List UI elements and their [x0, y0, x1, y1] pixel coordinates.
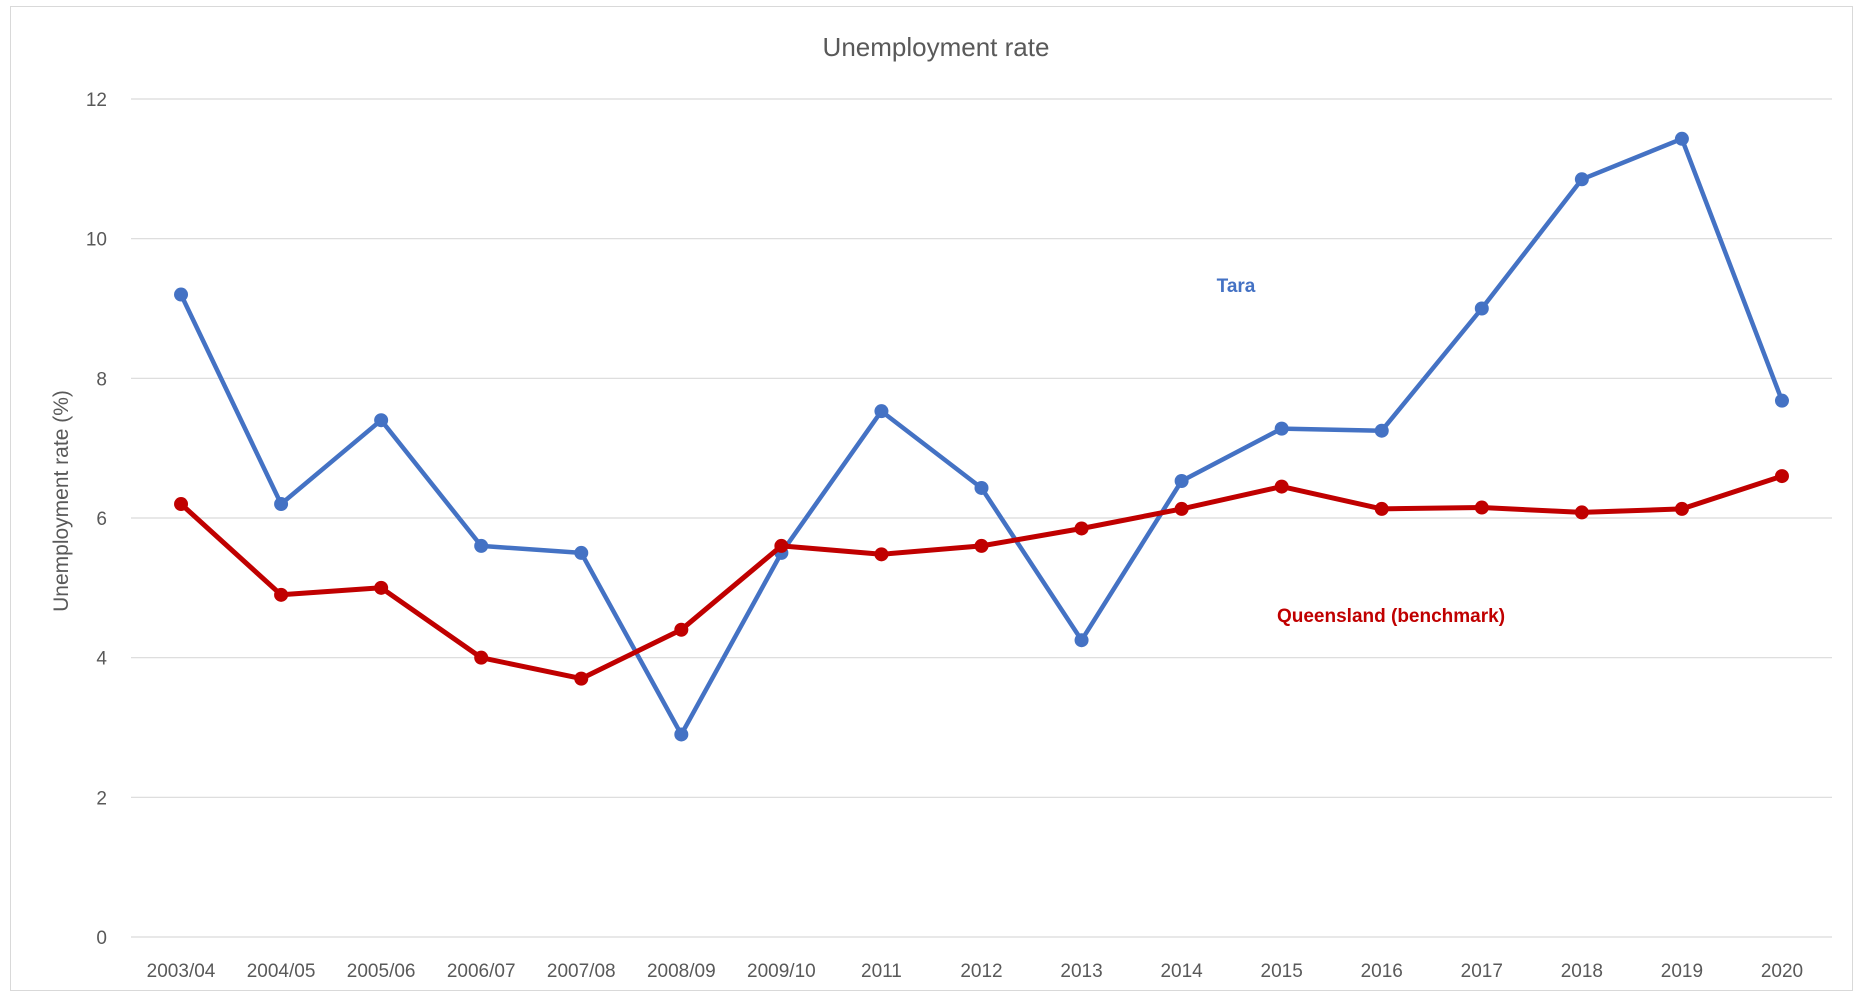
y-tick-label: 6: [96, 509, 107, 530]
series-label-tara: Tara: [1217, 276, 1256, 297]
data-point: [1074, 633, 1089, 648]
series-queensland: [174, 469, 1789, 686]
x-tick-label: 2006/07: [447, 961, 516, 982]
chart-frame: [10, 6, 1853, 991]
data-point: [874, 404, 889, 419]
data-point: [1374, 423, 1389, 438]
series-layer: [174, 131, 1789, 742]
data-point: [574, 545, 589, 560]
x-tick-label: 2013: [1060, 961, 1102, 982]
series-tara: [174, 131, 1789, 742]
data-point: [1474, 500, 1489, 515]
x-axis-ticks: 2003/04 2004/05 2005/06 2006/07 2007/08 2008/…: [147, 961, 1803, 982]
y-tick-label: 10: [86, 230, 107, 251]
y-tick-label: 12: [86, 90, 107, 111]
x-tick-label: 2007/08: [547, 961, 616, 982]
x-tick-label: 2014: [1160, 961, 1203, 982]
x-tick-label: 2017: [1461, 961, 1503, 982]
x-tick-label: 2008/09: [647, 961, 716, 982]
data-point: [174, 497, 189, 512]
data-point: [774, 538, 789, 553]
x-tick-label: 2020: [1761, 961, 1803, 982]
data-point: [1274, 479, 1289, 494]
data-point: [1274, 421, 1289, 436]
gridlines: [131, 98, 1832, 938]
data-point: [1574, 172, 1589, 187]
x-tick-label: 2003/04: [147, 961, 216, 982]
y-tick-label: 0: [96, 928, 107, 949]
data-point: [374, 413, 389, 428]
data-point: [574, 671, 589, 686]
data-point: [1774, 469, 1789, 484]
data-point: [474, 650, 489, 665]
x-tick-label: 2018: [1561, 961, 1603, 982]
series-label-queensland: Queensland (benchmark): [1277, 606, 1505, 627]
data-point: [674, 727, 689, 742]
data-point: [374, 580, 389, 595]
series-line: [178, 136, 1785, 737]
x-tick-label: 2015: [1261, 961, 1303, 982]
x-tick-label: 2004/05: [247, 961, 316, 982]
data-point: [1174, 501, 1189, 516]
data-point: [874, 547, 889, 562]
data-point: [474, 538, 489, 553]
data-point: [1574, 505, 1589, 520]
chart-title: Unemployment rate: [823, 32, 1050, 62]
data-point: [1174, 473, 1189, 488]
y-tick-label: 2: [96, 788, 107, 809]
data-point: [974, 480, 989, 495]
data-point: [1074, 521, 1089, 536]
y-tick-label: 4: [96, 649, 107, 670]
data-point: [1374, 501, 1389, 516]
y-tick-label: 8: [96, 369, 107, 390]
data-point: [1474, 301, 1489, 316]
x-tick-label: 2016: [1361, 961, 1403, 982]
data-point: [274, 497, 289, 512]
data-point: [174, 287, 189, 302]
data-point: [1674, 131, 1689, 146]
y-axis-ticks: 0 2 4 6 8 10 12: [86, 90, 108, 949]
y-axis-title: Unemployment rate (%): [50, 390, 73, 612]
x-tick-label: 2011: [861, 961, 902, 982]
x-tick-label: 2012: [960, 961, 1002, 982]
data-point: [1774, 393, 1789, 408]
data-point: [674, 622, 689, 637]
data-point: [1674, 501, 1689, 516]
x-tick-label: 2005/06: [347, 961, 416, 982]
data-point: [274, 587, 289, 602]
series-line: [178, 473, 1785, 682]
x-tick-label: 2019: [1661, 961, 1703, 982]
data-point: [974, 538, 989, 553]
x-tick-label: 2009/10: [747, 961, 816, 982]
